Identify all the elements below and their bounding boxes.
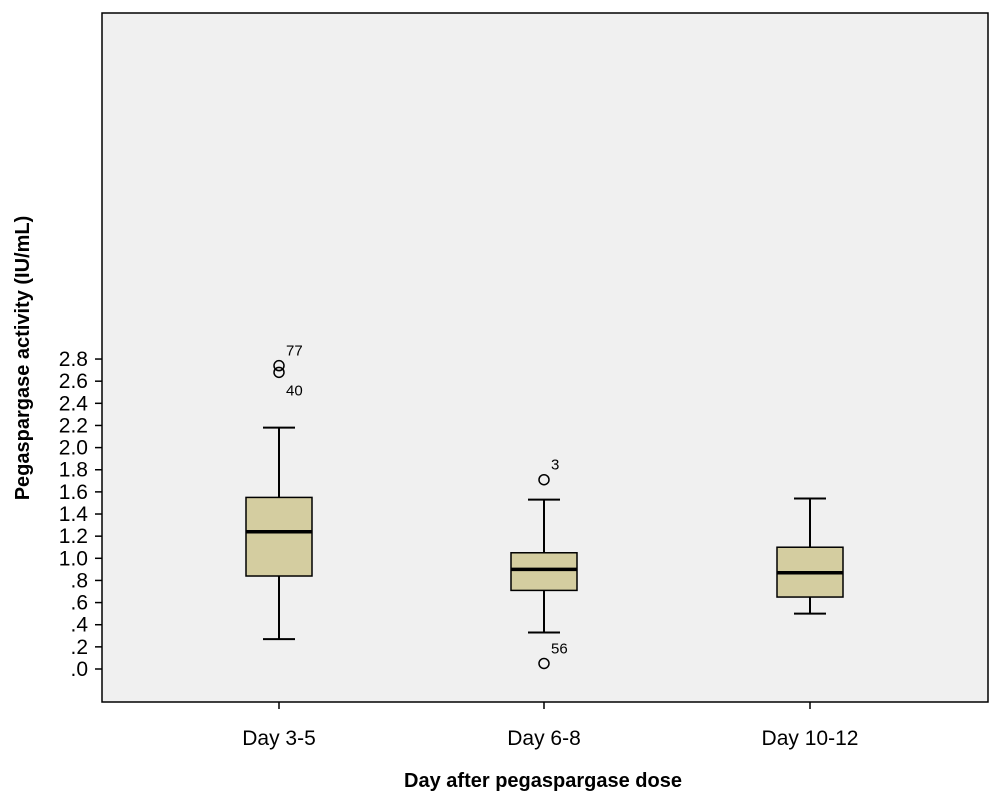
y-tick-label: 2.6 xyxy=(59,370,88,393)
x-axis-title: Day after pegaspargase dose xyxy=(404,770,682,792)
y-tick-label: .8 xyxy=(70,569,88,592)
y-tick-label: .2 xyxy=(70,636,88,659)
box-iqr xyxy=(245,496,313,577)
box-iqr xyxy=(510,552,578,592)
y-tick-label: .0 xyxy=(70,658,88,681)
outlier-point xyxy=(538,657,550,670)
box-series: 77 40 3 56 xyxy=(245,343,844,670)
x-axis: Day 3-5 Day 6-8 Day 10-12 xyxy=(242,702,858,750)
x-tick-label: Day 10-12 xyxy=(762,727,859,750)
outlier-label: 56 xyxy=(551,640,568,657)
outlier-label: 77 xyxy=(286,343,303,360)
outlier-point xyxy=(273,359,285,372)
box-group: 3 56 xyxy=(510,457,578,670)
y-tick-label: 1.0 xyxy=(59,547,88,570)
y-tick-label: 1.6 xyxy=(59,481,88,504)
y-tick-label: .4 xyxy=(70,614,88,637)
box-group xyxy=(776,497,844,615)
y-tick-label: 1.4 xyxy=(59,503,89,526)
y-axis: .0.2.4.6.81.01.21.41.61.82.02.22.42.62.8 xyxy=(59,348,102,681)
outlier-point xyxy=(273,366,285,379)
y-tick-label: 2.2 xyxy=(59,414,88,437)
outlier-label: 40 xyxy=(286,382,303,399)
x-tick-label: Day 6-8 xyxy=(507,727,581,750)
x-tick-label: Day 3-5 xyxy=(242,727,316,750)
y-tick-label: 2.8 xyxy=(59,348,88,371)
box-group: 77 40 xyxy=(245,343,313,641)
outlier-label: 3 xyxy=(551,457,559,474)
y-tick-label: 1.2 xyxy=(59,525,88,548)
y-tick-label: 1.8 xyxy=(59,459,88,482)
y-tick-label: 2.0 xyxy=(59,437,88,460)
y-tick-label: .6 xyxy=(70,592,88,615)
y-axis-title: Pegaspargase activity (IU/mL) xyxy=(12,216,34,501)
outlier-point xyxy=(538,473,550,486)
y-tick-label: 2.4 xyxy=(59,392,89,415)
